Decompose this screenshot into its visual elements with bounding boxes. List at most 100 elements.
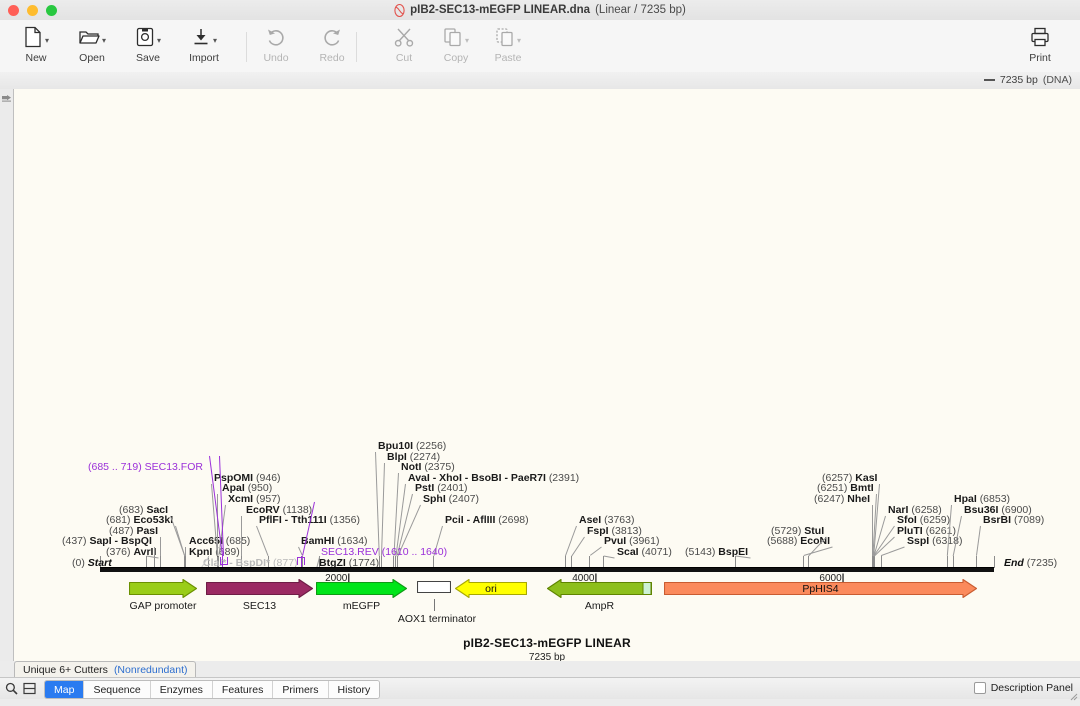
enzyme-label-noti[interactable]: NotI (2375) (401, 462, 455, 473)
tab-features[interactable]: Features (212, 681, 274, 698)
enzyme-label-bpu10i[interactable]: Bpu10I (2256) (378, 441, 446, 452)
cutters-filter-tab[interactable]: Unique 6+ Cutters (Nonredundant) (14, 661, 197, 677)
enzyme-label-xcmi[interactable]: XcmI (957) (228, 494, 281, 505)
enzyme-label-pflfi-tth111i[interactable]: PflFI - Tth111I (1356) (259, 515, 360, 526)
tab-map[interactable]: Map (45, 681, 85, 698)
enzyme-label-sapi-bspqi[interactable]: (437) SapI - BspQI (62, 536, 152, 547)
enzyme-label-stui[interactable]: (5729) StuI (771, 526, 824, 537)
enzyme-label-bspei[interactable]: (5143) BspEI (685, 547, 748, 558)
tab-sequence[interactable]: Sequence (84, 681, 151, 698)
paste-label: Paste (494, 52, 522, 64)
site-tick (208, 556, 210, 568)
feature-aox1-terminator[interactable] (417, 579, 451, 598)
tab-enzymes[interactable]: Enzymes (150, 681, 213, 698)
enzyme-label-blpi[interactable]: BlpI (2274) (387, 451, 440, 463)
expand-panel-icon[interactable] (2, 92, 11, 110)
feature-ampr[interactable] (547, 579, 652, 598)
import-button[interactable]: ▾ Import (178, 20, 230, 72)
scissors-icon (394, 25, 414, 49)
enzyme-label-apai[interactable]: ApaI (950) (222, 483, 272, 494)
redo-arrow-icon (321, 25, 343, 49)
enzyme-label-fspi[interactable]: FspI (3813) (587, 526, 642, 537)
resize-grip[interactable] (1068, 688, 1078, 701)
feature-pphis4[interactable] (664, 579, 977, 598)
enzyme-label-acc65i[interactable]: Acc65I (685) (189, 536, 250, 547)
description-panel-toggle[interactable]: Description Panel (973, 682, 1073, 694)
close-button[interactable] (8, 5, 19, 16)
enzyme-label-btgzi[interactable]: BtgZI (1774) (319, 557, 379, 569)
chevron-down-icon[interactable]: ▾ (156, 36, 161, 45)
feature-gap-promoter[interactable] (129, 579, 197, 598)
enzyme-label-hpai[interactable]: HpaI (6853) (954, 494, 1010, 505)
sequence-backbone[interactable] (100, 567, 994, 572)
enzyme-name: AvrII (133, 546, 157, 558)
minimize-button[interactable] (27, 5, 38, 16)
left-rail[interactable] (0, 89, 14, 661)
enzyme-label-avai-xhoi-bsobi-paer7i[interactable]: AvaI - XhoI - BsoBI - PaeR7I (2391) (408, 473, 579, 484)
enzyme-name: PasI (136, 524, 159, 537)
chevron-down-icon[interactable]: ▾ (101, 36, 106, 45)
chevron-down-icon[interactable]: ▾ (212, 36, 217, 45)
enzyme-label-sphi[interactable]: SphI (2407) (423, 494, 479, 505)
enzyme-label-nari[interactable]: NarI (6258) (888, 504, 942, 516)
enzyme-label-pspomi[interactable]: PspOMI (946) (214, 473, 281, 484)
enzyme-label-bmti[interactable]: (6251) BmtI (817, 483, 874, 494)
chevron-down-icon[interactable]: ▾ (516, 36, 521, 45)
enzyme-name: HpaI (954, 493, 977, 505)
enzyme-label-bamhi[interactable]: BamHI (1634) (301, 536, 368, 547)
chevron-down-icon[interactable]: ▾ (44, 36, 49, 45)
ruler-number: 4000 (572, 573, 595, 584)
enzyme-position: (0) (72, 556, 85, 569)
enzyme-label-kasi[interactable]: (6257) KasI (822, 473, 877, 484)
site-tick (571, 556, 573, 568)
tab-primers[interactable]: Primers (273, 681, 329, 698)
enzyme-label-econi[interactable]: (5688) EcoNI (767, 536, 830, 547)
enzyme-label-psti[interactable]: PstI (2401) (415, 483, 468, 494)
open-button[interactable]: ▾ Open (66, 20, 118, 72)
map-title: pIB2-SEC13-mEGFP LINEAR (463, 636, 631, 650)
enzyme-label-pluti[interactable]: PluTI (6261) (897, 526, 956, 537)
maximize-button[interactable] (46, 5, 57, 16)
primer-label-sec13-for[interactable]: (685 .. 719) SEC13.FOR (88, 461, 203, 474)
sequence-map-canvas[interactable]: (0) Start (376) AvrII (437) SapI - BspQI (4… (14, 89, 1080, 661)
new-button[interactable]: ▾ New (10, 20, 62, 72)
enzyme-label-pasi[interactable]: (487) PasI (109, 526, 158, 537)
panel-layout-icon[interactable] (23, 682, 36, 700)
description-panel-checkbox[interactable] (973, 682, 986, 694)
feature-ori[interactable] (455, 579, 527, 598)
enzyme-label-asei[interactable]: AseI (3763) (579, 515, 634, 526)
enzyme-position: (6261) (925, 524, 956, 537)
enzyme-label-clai-bspdi-[interactable]: ClaI* - BspDI* (877) (203, 557, 298, 569)
search-icon[interactable] (5, 682, 18, 700)
open-folder-icon: ▾ (78, 25, 106, 49)
chevron-down-icon[interactable]: ▾ (464, 36, 469, 45)
enzyme-label-start[interactable]: (0) Start (72, 556, 112, 569)
enzyme-label-sfoi[interactable]: SfoI (6259) (897, 515, 950, 526)
enzyme-label-nhei[interactable]: (6247) NheI (814, 494, 870, 505)
leader-line (153, 547, 155, 556)
enzyme-label-kpni[interactable]: KpnI (689) (189, 547, 240, 558)
enzyme-label-bsrbi[interactable]: BsrBI (7089) (983, 515, 1044, 526)
sequence-length: 7235 bp (999, 74, 1038, 86)
print-button[interactable]: Print (1014, 20, 1066, 72)
save-button[interactable]: ▾ Save (122, 20, 174, 72)
window-controls[interactable] (8, 5, 57, 16)
enzyme-label-saci[interactable]: (683) SacI (119, 504, 168, 516)
feature-megfp[interactable] (316, 579, 407, 598)
linear-molecule-icon (983, 79, 995, 81)
enzyme-name: KasI (855, 471, 878, 484)
enzyme-label-ecorv[interactable]: EcoRV (1138) (246, 504, 312, 516)
tab-history[interactable]: History (328, 681, 380, 698)
enzyme-label-scai[interactable]: ScaI (4071) (617, 547, 672, 558)
primer-label-sec13-rev[interactable]: SEC13.REV (1610 .. 1640) (321, 546, 448, 558)
enzyme-label-eco53ki[interactable]: (681) Eco53kI (106, 515, 173, 526)
enzyme-label-pcii-afliii[interactable]: PciI - AflIII (2698) (445, 515, 529, 526)
enzyme-name: Bsu36I (964, 503, 999, 516)
enzyme-label-pvui[interactable]: PvuI (3961) (604, 536, 659, 547)
enzyme-label-bsu36i[interactable]: Bsu36I (6900) (964, 503, 1032, 516)
view-tabs[interactable]: Map Sequence Enzymes Features Primers History (44, 680, 381, 699)
enzyme-label-avrii[interactable]: (376) AvrII (106, 547, 156, 558)
feature-sec13[interactable] (206, 579, 313, 598)
paste-button: ▾ Paste (482, 20, 534, 72)
enzyme-label-end[interactable]: End (7235) (1004, 557, 1057, 569)
